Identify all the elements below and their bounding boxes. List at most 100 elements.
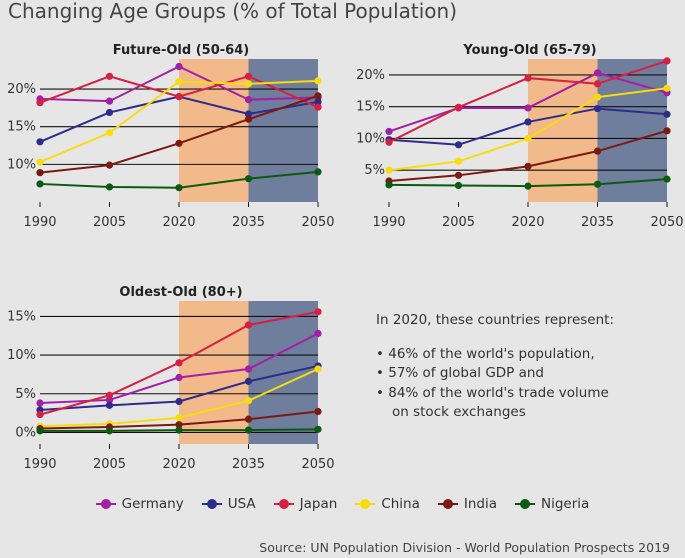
chart-title: Oldest-Old (80+) — [119, 285, 242, 300]
legend-item-india: India — [437, 496, 498, 512]
point-india-2050 — [314, 407, 322, 416]
point-japan-2035 — [593, 80, 602, 88]
point-germany-2020 — [175, 62, 183, 71]
point-india-2035 — [244, 415, 253, 423]
y-tick-label: 10% — [7, 348, 36, 363]
point-japan-2050 — [314, 103, 322, 111]
point-usa-2035 — [244, 377, 253, 385]
point-china-2035 — [593, 93, 602, 101]
legend-item-china: China — [355, 496, 420, 512]
point-japan-1990 — [385, 138, 393, 146]
legend-swatch-germany — [95, 499, 116, 509]
point-india-2035 — [244, 115, 253, 123]
point-germany-1990 — [36, 399, 44, 407]
point-japan-2035 — [244, 321, 253, 329]
point-germany-2020 — [175, 373, 183, 382]
x-tick-label: 2005 — [93, 457, 126, 472]
point-nigeria-2035 — [244, 426, 253, 434]
point-china-2020 — [175, 77, 183, 86]
legend-item-japan: Japan — [273, 496, 338, 512]
x-tick-label: 1990 — [23, 215, 56, 230]
page-title: Changing Age Groups (% of Total Populati… — [8, 0, 458, 23]
legend-item-nigeria: Nigeria — [515, 496, 589, 512]
legend-label-nigeria: Nigeria — [541, 496, 590, 512]
x-tick-label: 2020 — [162, 215, 195, 230]
point-germany-1990 — [385, 127, 393, 136]
legend-swatch-nigeria — [515, 499, 536, 509]
note-bullet-population: • 46% of the world's population, — [376, 345, 595, 362]
legend-item-usa: USA — [201, 496, 256, 512]
note-bullet-trade: • 84% of the world's trade volume — [376, 384, 609, 401]
point-nigeria-2050 — [314, 168, 322, 176]
chart-title: Young-Old (65-79) — [462, 43, 596, 58]
point-nigeria-2005 — [105, 427, 114, 435]
y-tick-label: 15% — [356, 100, 385, 115]
y-tick-label: 10% — [7, 157, 36, 172]
legend-swatch-usa — [201, 499, 222, 509]
y-tick-label: 5% — [15, 387, 36, 402]
point-japan-2050 — [314, 308, 322, 316]
legend-swatch-china — [355, 499, 376, 509]
point-india-2020 — [175, 421, 183, 429]
point-nigeria-2035 — [593, 180, 602, 188]
point-china-2020 — [524, 134, 532, 143]
point-india-2050 — [663, 127, 671, 135]
point-nigeria-2020 — [175, 426, 183, 434]
point-usa-2005 — [105, 108, 114, 117]
x-tick-label: 1990 — [372, 215, 405, 230]
point-china-1990 — [385, 166, 393, 174]
point-japan-2020 — [175, 93, 183, 101]
point-germany-2035 — [593, 69, 602, 77]
point-japan-2005 — [105, 72, 114, 80]
note-box: In 2020, these countries represent: • 46… — [376, 311, 614, 423]
y-tick-label: 20% — [356, 68, 385, 83]
point-usa-2035 — [244, 110, 253, 118]
legend-label-usa: USA — [227, 496, 256, 512]
point-india-2005 — [454, 171, 463, 179]
point-japan-2035 — [244, 72, 253, 80]
x-tick-label: 2035 — [232, 457, 265, 472]
y-tick-label: 10% — [356, 131, 385, 146]
point-nigeria-1990 — [36, 427, 44, 435]
point-india-1990 — [36, 169, 44, 177]
note-bullet-gdp: • 57% of global GDP and — [376, 365, 545, 381]
point-japan-2005 — [454, 103, 463, 111]
point-usa-2050 — [663, 110, 671, 118]
point-india-2050 — [314, 92, 322, 100]
point-india-2020 — [175, 139, 183, 147]
x-tick-label: 2035 — [232, 215, 265, 230]
point-germany-2035 — [244, 96, 253, 104]
point-china-2020 — [175, 414, 183, 422]
point-nigeria-2005 — [454, 181, 463, 190]
x-tick-label: 2020 — [162, 457, 195, 472]
chart-future-old: 10% 15% 20% 1990 2005 2020 2035 2050 Future-Old … — [7, 43, 334, 230]
point-japan-2020 — [524, 74, 532, 82]
x-tick-label: 2035 — [581, 215, 614, 230]
point-japan-1990 — [36, 411, 44, 419]
point-china-2005 — [105, 129, 114, 137]
y-tick-label: 5% — [364, 163, 385, 178]
x-tick-label: 2005 — [442, 215, 475, 230]
source-note: Source: UN Population Division - World P… — [259, 540, 670, 555]
legend-label-germany: Germany — [121, 496, 184, 512]
point-japan-2050 — [663, 57, 671, 65]
x-tick-label: 2005 — [93, 215, 126, 230]
point-china-2035 — [244, 80, 253, 88]
point-china-2050 — [663, 84, 671, 92]
point-nigeria-2005 — [105, 183, 114, 191]
point-usa-2050 — [314, 98, 322, 106]
point-india-2005 — [105, 161, 114, 169]
x-tick-label: 2020 — [511, 215, 544, 230]
point-nigeria-2050 — [314, 425, 322, 433]
shade-2035-2050 — [248, 301, 318, 444]
legend-label-india: India — [463, 496, 498, 512]
legend-swatch-india — [437, 499, 458, 509]
point-japan-2020 — [175, 359, 183, 367]
point-germany-2035 — [244, 365, 253, 373]
point-china-2050 — [314, 77, 322, 85]
point-nigeria-1990 — [36, 180, 44, 188]
point-nigeria-2035 — [244, 175, 253, 183]
legend-label-japan: Japan — [299, 496, 338, 512]
point-germany-2020 — [524, 104, 532, 112]
point-usa-2020 — [175, 397, 183, 406]
